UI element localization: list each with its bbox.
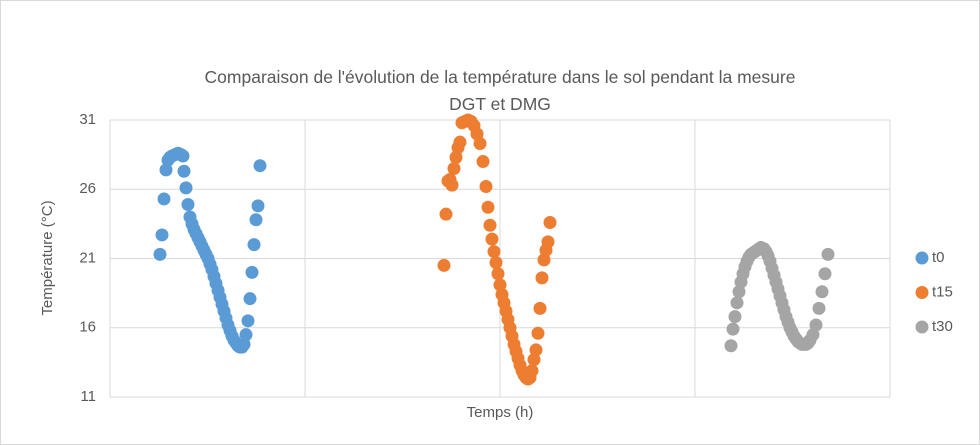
point [176, 149, 190, 163]
point [153, 247, 167, 261]
y-tick-label: 16 [79, 319, 96, 336]
point [815, 285, 829, 299]
point [449, 150, 463, 164]
point [479, 179, 493, 193]
point [473, 137, 487, 151]
point [177, 164, 191, 178]
point [247, 238, 261, 252]
point [728, 310, 742, 324]
point [237, 337, 251, 351]
y-tick-label: 11 [80, 388, 96, 405]
legend-label: t30 [932, 318, 953, 335]
legend-label: t0 [932, 249, 945, 266]
point [241, 314, 255, 328]
y-axis-label: Température (°C) [39, 200, 56, 315]
point [543, 215, 557, 229]
point [483, 218, 497, 232]
point [730, 296, 744, 310]
point [243, 292, 257, 306]
point [481, 200, 495, 214]
point [437, 258, 451, 272]
point [157, 192, 171, 206]
point [447, 161, 461, 175]
point [525, 364, 539, 378]
point [537, 253, 551, 267]
point [821, 247, 835, 261]
point [249, 213, 263, 227]
y-tick-label: 31 [79, 111, 96, 128]
point [239, 328, 253, 342]
legend-marker [915, 251, 929, 265]
point [489, 256, 503, 270]
point [491, 267, 505, 281]
point [812, 301, 826, 315]
point [732, 285, 746, 299]
point [251, 199, 265, 213]
point [181, 197, 195, 211]
y-tick-label: 26 [79, 180, 96, 197]
chart-title: Comparaison de l'évolution de la tempéra… [204, 67, 796, 114]
point [527, 353, 541, 367]
point [541, 235, 555, 249]
point [439, 207, 453, 221]
point [179, 181, 193, 195]
point [533, 301, 547, 315]
legend-marker [915, 286, 929, 299]
point [485, 232, 499, 246]
point [487, 245, 501, 259]
point [809, 318, 823, 332]
point [724, 339, 738, 353]
point [529, 343, 543, 357]
x-axis-label: Temps (h) [467, 404, 534, 421]
legend-marker [915, 320, 929, 334]
point [159, 163, 173, 177]
point [476, 155, 490, 169]
point [531, 326, 545, 340]
point [818, 267, 832, 281]
point [493, 278, 507, 292]
point [453, 135, 467, 149]
point [726, 322, 740, 336]
point [245, 265, 259, 279]
point [253, 159, 267, 173]
legend-label: t15 [932, 283, 953, 300]
point [535, 271, 549, 285]
point [445, 178, 459, 192]
point [155, 228, 169, 242]
y-tick-label: 21 [79, 249, 96, 266]
